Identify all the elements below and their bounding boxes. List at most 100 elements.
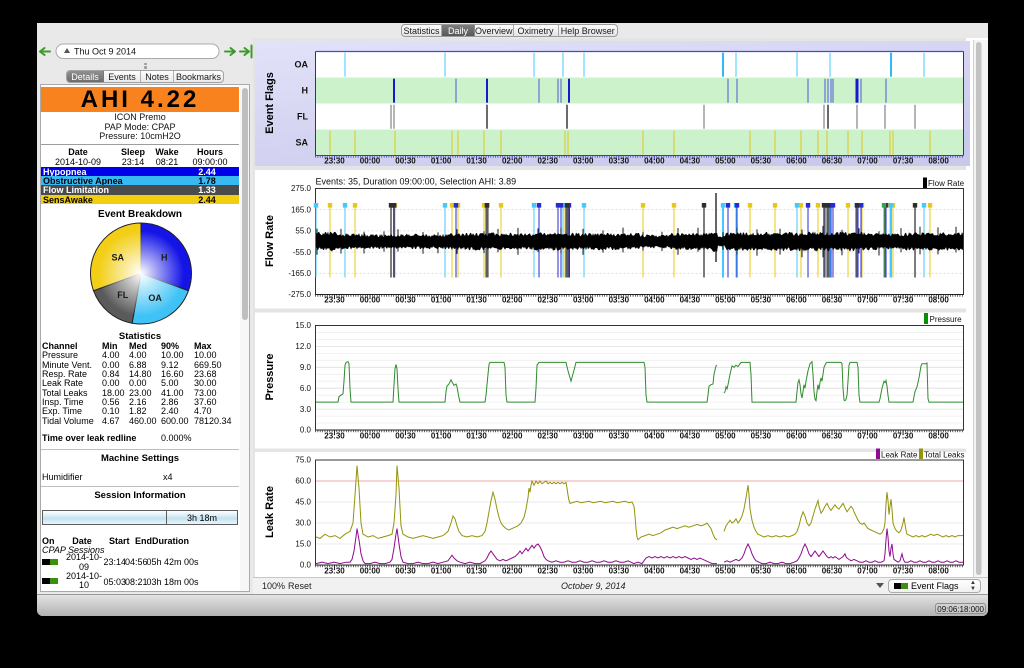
svg-text:Flow Rate: Flow Rate bbox=[264, 215, 276, 267]
svg-text:0.0: 0.0 bbox=[300, 561, 312, 570]
svg-text:05:30: 05:30 bbox=[751, 296, 772, 305]
svg-text:06:00: 06:00 bbox=[786, 157, 807, 166]
svg-text:05:00: 05:00 bbox=[715, 157, 736, 166]
svg-text:06:00: 06:00 bbox=[786, 567, 807, 576]
svg-text:02:30: 02:30 bbox=[537, 157, 558, 166]
svg-text:Leak Rate: Leak Rate bbox=[264, 486, 276, 538]
svg-text:15.0: 15.0 bbox=[295, 540, 311, 549]
svg-text:-55.0: -55.0 bbox=[293, 248, 312, 257]
svg-text:01:00: 01:00 bbox=[431, 567, 452, 576]
svg-text:07:00: 07:00 bbox=[857, 432, 878, 441]
svg-text:03:00: 03:00 bbox=[573, 567, 594, 576]
svg-text:Leak Rate: Leak Rate bbox=[881, 451, 918, 460]
svg-text:Pressure: Pressure bbox=[930, 315, 963, 324]
svg-text:60.0: 60.0 bbox=[295, 477, 311, 486]
svg-text:07:30: 07:30 bbox=[893, 432, 914, 441]
svg-text:00:00: 00:00 bbox=[360, 296, 381, 305]
svg-text:04:30: 04:30 bbox=[680, 157, 701, 166]
svg-text:55.0: 55.0 bbox=[295, 227, 311, 236]
svg-text:03:00: 03:00 bbox=[573, 432, 594, 441]
svg-text:FL: FL bbox=[117, 290, 128, 300]
svg-text:H: H bbox=[302, 86, 309, 96]
svg-text:02:30: 02:30 bbox=[537, 432, 558, 441]
svg-text:05:30: 05:30 bbox=[751, 432, 772, 441]
svg-text:07:30: 07:30 bbox=[893, 157, 914, 166]
svg-text:6.0: 6.0 bbox=[300, 384, 312, 393]
svg-text:3.0: 3.0 bbox=[300, 405, 312, 414]
svg-text:07:00: 07:00 bbox=[857, 296, 878, 305]
svg-text:Thu Oct 9 2014: Thu Oct 9 2014 bbox=[74, 47, 136, 57]
svg-text:23:30: 23:30 bbox=[324, 567, 345, 576]
svg-text:02:00: 02:00 bbox=[502, 567, 523, 576]
svg-text:Event Flags: Event Flags bbox=[264, 72, 276, 134]
svg-text:02:30: 02:30 bbox=[537, 567, 558, 576]
svg-text:06:30: 06:30 bbox=[822, 567, 843, 576]
svg-text:08:00: 08:00 bbox=[928, 567, 949, 576]
svg-text:275.0: 275.0 bbox=[291, 184, 312, 193]
svg-text:SA: SA bbox=[112, 252, 125, 262]
svg-text:05:00: 05:00 bbox=[715, 432, 736, 441]
svg-text:04:30: 04:30 bbox=[680, 296, 701, 305]
svg-text:03:30: 03:30 bbox=[609, 296, 630, 305]
svg-text:01:00: 01:00 bbox=[431, 296, 452, 305]
svg-text:06:00: 06:00 bbox=[786, 296, 807, 305]
svg-text:06:30: 06:30 bbox=[822, 296, 843, 305]
svg-text:02:00: 02:00 bbox=[502, 296, 523, 305]
svg-text:04:30: 04:30 bbox=[680, 432, 701, 441]
svg-text:05:00: 05:00 bbox=[715, 296, 736, 305]
svg-text:01:00: 01:00 bbox=[431, 157, 452, 166]
svg-text:03:30: 03:30 bbox=[609, 432, 630, 441]
svg-text:12.0: 12.0 bbox=[295, 342, 311, 351]
svg-text:03:30: 03:30 bbox=[609, 157, 630, 166]
svg-text:00:30: 00:30 bbox=[395, 567, 416, 576]
svg-text:01:30: 01:30 bbox=[466, 296, 487, 305]
svg-text:05:30: 05:30 bbox=[751, 157, 772, 166]
svg-text:04:00: 04:00 bbox=[644, 296, 665, 305]
svg-text:07:30: 07:30 bbox=[893, 567, 914, 576]
svg-text:02:30: 02:30 bbox=[537, 296, 558, 305]
svg-text:08:00: 08:00 bbox=[928, 432, 949, 441]
svg-text:30.0: 30.0 bbox=[295, 519, 311, 528]
svg-text:05:30: 05:30 bbox=[751, 567, 772, 576]
svg-text:165.0: 165.0 bbox=[291, 205, 312, 214]
svg-text:06:30: 06:30 bbox=[822, 432, 843, 441]
svg-text:FL: FL bbox=[297, 112, 308, 122]
svg-text:04:00: 04:00 bbox=[644, 157, 665, 166]
svg-text:01:00: 01:00 bbox=[431, 432, 452, 441]
svg-text:02:00: 02:00 bbox=[502, 432, 523, 441]
svg-text:23:30: 23:30 bbox=[324, 296, 345, 305]
svg-text:-275.0: -275.0 bbox=[288, 290, 311, 299]
svg-text:H: H bbox=[161, 252, 168, 262]
svg-text:00:30: 00:30 bbox=[395, 432, 416, 441]
svg-text:03:00: 03:00 bbox=[573, 157, 594, 166]
svg-text:15.0: 15.0 bbox=[295, 321, 311, 330]
svg-text:07:00: 07:00 bbox=[857, 567, 878, 576]
svg-text:9.0: 9.0 bbox=[300, 363, 312, 372]
svg-text:01:30: 01:30 bbox=[466, 567, 487, 576]
svg-text:23:30: 23:30 bbox=[324, 157, 345, 166]
svg-text:06:30: 06:30 bbox=[822, 157, 843, 166]
svg-text:03:30: 03:30 bbox=[609, 567, 630, 576]
svg-text:04:00: 04:00 bbox=[644, 432, 665, 441]
svg-text:07:00: 07:00 bbox=[857, 157, 878, 166]
svg-text:08:00: 08:00 bbox=[928, 296, 949, 305]
svg-text:01:30: 01:30 bbox=[466, 157, 487, 166]
svg-text:00:00: 00:00 bbox=[360, 432, 381, 441]
svg-text:06:00: 06:00 bbox=[786, 432, 807, 441]
svg-text:Pressure: Pressure bbox=[264, 353, 276, 400]
svg-text:OA: OA bbox=[295, 60, 309, 70]
svg-text:-165.0: -165.0 bbox=[288, 269, 311, 278]
svg-text:04:30: 04:30 bbox=[680, 567, 701, 576]
svg-text:23:30: 23:30 bbox=[324, 432, 345, 441]
svg-text:00:30: 00:30 bbox=[395, 296, 416, 305]
svg-text:Flow Rate: Flow Rate bbox=[928, 179, 965, 188]
svg-text:Events: 35, Duration 09:00:00,: Events: 35, Duration 09:00:00, Selection… bbox=[316, 177, 517, 187]
svg-text:00:00: 00:00 bbox=[360, 567, 381, 576]
svg-text:45.0: 45.0 bbox=[295, 498, 311, 507]
svg-text:07:30: 07:30 bbox=[893, 296, 914, 305]
svg-text:0.0: 0.0 bbox=[300, 426, 312, 435]
svg-text:05:00: 05:00 bbox=[715, 567, 736, 576]
svg-text:02:00: 02:00 bbox=[502, 157, 523, 166]
svg-text:OA: OA bbox=[148, 293, 162, 303]
svg-text:00:00: 00:00 bbox=[360, 157, 381, 166]
